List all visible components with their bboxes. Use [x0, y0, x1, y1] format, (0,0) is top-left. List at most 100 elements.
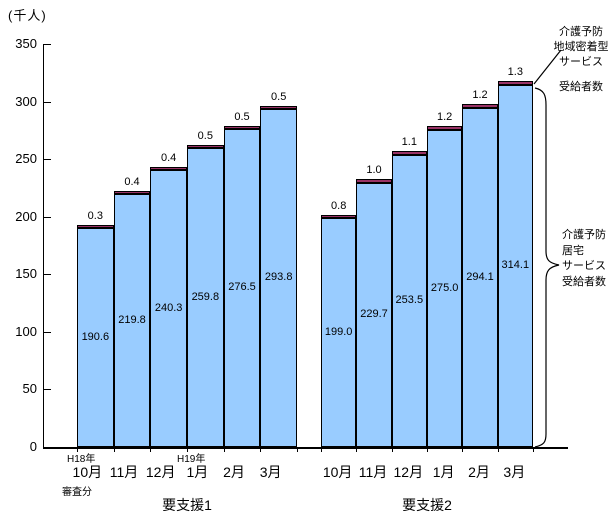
x-axis-month-label: 10月 — [72, 464, 103, 480]
annotation-chiiki-label: 介護予防地域密着型サービス受給者数 — [548, 25, 614, 95]
bar-value-label: 276.5 — [228, 281, 256, 293]
y-axis-tick — [43, 159, 51, 160]
y-axis-tick — [43, 44, 51, 45]
x-axis-line — [43, 447, 568, 449]
x-axis-month-label: 2月 — [468, 464, 490, 480]
bar-segment-value-label: 0.5 — [234, 111, 250, 123]
x-axis-tick — [392, 447, 393, 452]
bar-segment-chiiki — [497, 81, 533, 85]
bar-segment-kyotaku — [187, 148, 224, 447]
bar-segment-value-label: 1.2 — [437, 111, 453, 123]
x-axis-era-label: H19年 — [177, 454, 206, 465]
bar-segment-kyotaku — [260, 109, 297, 447]
annotation-chiiki-line: 介護予防 — [559, 26, 603, 38]
bar-segment-kyotaku — [77, 228, 114, 447]
bar-segment-chiiki — [426, 126, 463, 130]
x-axis-tick — [260, 447, 261, 452]
y-axis-tick — [43, 389, 51, 390]
x-axis-tick — [150, 447, 151, 452]
annotation-kyotaku-line: 居宅 — [562, 244, 584, 257]
x-axis-month-label: 2月 — [223, 464, 245, 480]
y-axis-unit-label: (千人) — [8, 8, 47, 23]
bar-value-label: 259.8 — [191, 290, 220, 303]
brace-kyotaku — [534, 87, 560, 448]
bar-value-label: 199.0 — [324, 325, 353, 338]
annotation-chiiki-line: 地域密着型 — [553, 41, 609, 53]
y-axis-tick-label: 300 — [15, 94, 37, 109]
x-axis-tick — [533, 447, 534, 452]
bar-value-label: 219.8 — [118, 313, 146, 326]
bar-segment-value-label: 0.4 — [161, 152, 177, 164]
bar-segment-value-label: 0.5 — [197, 130, 213, 142]
bar-segment-kyotaku — [391, 155, 427, 447]
annotation-kyotaku-line: 介護予防 — [562, 229, 606, 241]
bar-segment-value-label: 1.1 — [401, 136, 417, 148]
y-axis-tick-label: 250 — [15, 151, 37, 166]
x-axis-month-label: 11月 — [358, 464, 388, 480]
x-axis-tick — [498, 447, 499, 452]
bar-segment-kyotaku — [426, 130, 463, 447]
bar-segment-chiiki — [391, 151, 427, 155]
bar-segment-value-label: 0.3 — [87, 210, 103, 222]
x-axis-tick — [356, 447, 357, 452]
group-label: 要支援2 — [402, 497, 452, 513]
bar-segment-chiiki — [223, 126, 261, 129]
bar-segment-chiiki — [77, 225, 114, 228]
bar-segment-kyotaku — [356, 183, 392, 447]
bar-value-label: 294.1 — [466, 270, 494, 283]
x-axis-month-label: 3月 — [503, 464, 526, 480]
bar-segment-kyotaku — [462, 108, 498, 447]
bar-segment-chiiki — [260, 106, 297, 109]
x-axis-tick — [462, 447, 463, 452]
bar-value-label: 253.5 — [395, 294, 424, 306]
bar-value-label: 240.3 — [154, 301, 183, 314]
annotation-kyotaku-label: 介護予防居宅サービス受給者数 — [562, 228, 606, 291]
x-axis-month-label: 12月 — [145, 464, 176, 480]
bar-value-label: 275.0 — [430, 281, 459, 294]
annotation-chiiki-line: サービス — [559, 56, 603, 68]
annotation-kyotaku-line: 受給者数 — [562, 276, 606, 289]
y-axis-tick-label: 150 — [15, 266, 37, 281]
x-axis-month-label: 10月 — [322, 464, 353, 480]
x-axis-note-label: 審査分 — [62, 487, 92, 498]
bar-segment-value-label: 1.0 — [366, 164, 382, 176]
annotation-kyotaku-line: サービス — [562, 260, 606, 273]
bar-value-label: 314.1 — [501, 259, 530, 271]
x-axis-month-label: 11月 — [109, 464, 139, 480]
x-axis-month-label: 1月 — [432, 464, 455, 480]
bar-segment-chiiki — [321, 215, 357, 218]
bar-segment-chiiki — [356, 179, 392, 183]
y-axis-tick-label: 50 — [22, 381, 37, 396]
bar-segment-chiiki — [462, 104, 498, 108]
y-axis-tick — [43, 217, 51, 218]
bar-segment-value-label: 0.8 — [331, 200, 347, 212]
y-axis-tick — [43, 102, 51, 103]
x-axis-tick — [114, 447, 115, 452]
y-axis-tick — [43, 274, 51, 275]
bar-segment-kyotaku — [223, 129, 261, 447]
x-axis-month-label: 1月 — [186, 464, 209, 480]
y-axis-tick-label: 0 — [29, 439, 37, 454]
bar-value-label: 229.7 — [360, 308, 388, 320]
y-axis-tick — [43, 332, 51, 333]
x-axis-tick — [297, 447, 298, 452]
bar-segment-kyotaku — [150, 170, 187, 447]
bar-segment-kyotaku — [113, 194, 151, 447]
bar-segment-chiiki — [187, 145, 224, 148]
bar-value-label: 190.6 — [81, 330, 110, 343]
x-axis-era-label: H18年 — [67, 454, 96, 465]
bar-segment-value-label: 1.3 — [507, 66, 523, 78]
annotation-chiiki-line: 受給者数 — [559, 81, 603, 93]
bar-segment-value-label: 0.4 — [124, 176, 140, 188]
y-axis-tick-label: 200 — [15, 209, 37, 224]
x-axis-tick — [187, 447, 188, 452]
x-axis-tick — [427, 447, 428, 452]
x-axis-tick — [77, 447, 78, 452]
y-axis-tick — [43, 447, 51, 448]
bar-value-label: 293.8 — [264, 271, 293, 283]
x-axis-month-label: 3月 — [259, 464, 282, 480]
y-axis-tick-label: 350 — [15, 36, 37, 51]
y-axis-line — [43, 44, 44, 448]
bar-segment-kyotaku — [497, 85, 533, 447]
